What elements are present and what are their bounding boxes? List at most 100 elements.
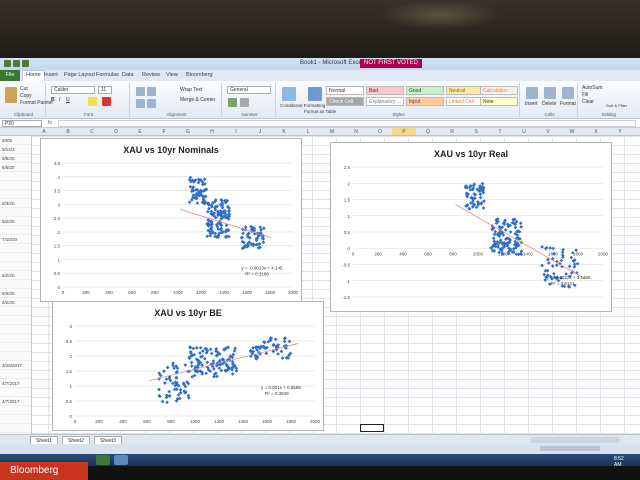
- row-header[interactable]: [0, 172, 31, 181]
- row-header[interactable]: [0, 262, 31, 271]
- tab-data[interactable]: Data: [122, 72, 134, 78]
- column-header-q[interactable]: Q: [426, 129, 430, 135]
- tab-view[interactable]: View: [166, 72, 178, 78]
- row-header[interactable]: 2005: [0, 136, 31, 145]
- column-header-n[interactable]: N: [354, 129, 358, 135]
- wrap-text-button[interactable]: Wrap Text: [180, 87, 203, 93]
- row-header[interactable]: [0, 280, 31, 289]
- bold-button[interactable]: B: [51, 97, 55, 103]
- quick-access-toolbar[interactable]: [4, 60, 44, 68]
- row-header[interactable]: [0, 253, 31, 262]
- row-header[interactable]: 9/2/20: [0, 217, 31, 226]
- name-box[interactable]: P20: [2, 120, 42, 127]
- row-header[interactable]: 7/10/20: [0, 235, 31, 244]
- column-header-h[interactable]: H: [210, 129, 214, 135]
- column-header-b[interactable]: B: [66, 129, 70, 135]
- font-name-select[interactable]: Calibri: [51, 86, 95, 94]
- row-header[interactable]: [0, 388, 31, 397]
- row-header[interactable]: 4/7/2017: [0, 397, 31, 406]
- column-header-j[interactable]: J: [258, 129, 262, 135]
- excel-taskbar-icon[interactable]: [96, 455, 110, 465]
- column-header-o[interactable]: O: [378, 129, 382, 135]
- paste-icon[interactable]: [5, 87, 17, 103]
- row-header[interactable]: [0, 316, 31, 325]
- style-explanatory[interactable]: Explanatory ...: [366, 97, 404, 106]
- column-header-f[interactable]: F: [162, 129, 166, 135]
- row-header[interactable]: [0, 190, 31, 199]
- row-header[interactable]: [0, 226, 31, 235]
- row-header[interactable]: [0, 325, 31, 334]
- column-header-a[interactable]: A: [42, 129, 46, 135]
- row-header[interactable]: [0, 181, 31, 190]
- tab-formulas[interactable]: Formulas: [96, 72, 119, 78]
- chart-xau-vs-10yr-real[interactable]: XAU vs 10yr Real -1.5 -1 -0.5 0 0.5 1 1.5 2 2.5 0…: [330, 142, 612, 312]
- delete-icon[interactable]: [544, 87, 556, 99]
- chart-xau-vs-10yr-nominals[interactable]: XAU vs 10yr Nominals 0 0.5 1 1.5 2 2.5 3 3.5 4 4.…: [40, 138, 302, 302]
- zoom-slider[interactable]: [540, 446, 600, 451]
- selected-cell[interactable]: [360, 424, 384, 432]
- column-header-s[interactable]: S: [474, 129, 478, 135]
- column-header-t[interactable]: T: [498, 129, 502, 135]
- app-taskbar-icon[interactable]: [114, 455, 128, 465]
- style-linked-cell[interactable]: Linked Cell: [446, 97, 484, 106]
- row-header[interactable]: [0, 406, 31, 415]
- horizontal-scrollbar[interactable]: [530, 437, 620, 443]
- row-header[interactable]: 8/9/20: [0, 289, 31, 298]
- font-size-select[interactable]: 11: [98, 86, 112, 94]
- tab-bloomberg[interactable]: Bloomberg: [186, 72, 213, 78]
- column-header-w[interactable]: W: [569, 129, 575, 135]
- column-header-i[interactable]: I: [235, 129, 237, 135]
- conditional-formatting-button[interactable]: Conditional Formatting: [280, 103, 326, 108]
- style-good[interactable]: Good: [406, 86, 444, 95]
- style-note[interactable]: Note: [480, 97, 518, 106]
- conditional-formatting-icon[interactable]: [282, 87, 296, 101]
- fill-color-icon[interactable]: [88, 97, 97, 106]
- row-header[interactable]: [0, 334, 31, 343]
- style-calculation[interactable]: Calculation: [480, 86, 518, 95]
- style-normal[interactable]: Normal: [326, 86, 364, 95]
- row-header[interactable]: [0, 415, 31, 424]
- insert-icon[interactable]: [526, 87, 538, 99]
- align-middle-icon[interactable]: [147, 87, 156, 96]
- delete-button[interactable]: Delete: [542, 101, 557, 107]
- tab-page-layout[interactable]: Page Layout: [64, 72, 95, 78]
- align-top-icon[interactable]: [136, 87, 145, 96]
- save-icon[interactable]: [13, 60, 20, 67]
- format-as-table-icon[interactable]: [308, 87, 322, 101]
- formula-input[interactable]: [58, 120, 636, 127]
- merge-center-button[interactable]: Merge & Center: [180, 97, 216, 103]
- copy-button[interactable]: Copy: [20, 93, 32, 99]
- row-header[interactable]: [0, 343, 31, 352]
- row-header[interactable]: 6/2/20: [0, 271, 31, 280]
- fx-icon[interactable]: fx: [48, 120, 52, 126]
- row-header[interactable]: [0, 424, 31, 433]
- column-header-u[interactable]: U: [522, 129, 526, 135]
- italic-button[interactable]: I: [59, 97, 61, 103]
- number-format-select[interactable]: General: [227, 86, 271, 94]
- row-header[interactable]: 8/3/20: [0, 199, 31, 208]
- column-header-d[interactable]: D: [114, 129, 118, 135]
- autosum-button[interactable]: AutoSum: [582, 85, 603, 91]
- insert-button[interactable]: Insert: [525, 101, 538, 107]
- row-header[interactable]: [0, 244, 31, 253]
- style-input[interactable]: Input: [406, 97, 444, 106]
- column-header-m[interactable]: M: [329, 129, 335, 135]
- currency-icon[interactable]: [228, 98, 237, 107]
- column-header-l[interactable]: L: [306, 129, 310, 135]
- format-as-table-button[interactable]: Format as Table: [304, 109, 337, 114]
- clear-button[interactable]: Clear: [582, 99, 594, 105]
- underline-button[interactable]: U: [66, 97, 70, 103]
- column-header-y[interactable]: Y: [618, 129, 622, 135]
- row-header[interactable]: 5/8/20: [0, 154, 31, 163]
- row-header[interactable]: 5/5/20: [0, 163, 31, 172]
- tab-insert[interactable]: Insert: [44, 72, 58, 78]
- column-header-x[interactable]: X: [594, 129, 598, 135]
- row-header[interactable]: [0, 208, 31, 217]
- percent-icon[interactable]: [240, 98, 249, 107]
- style-bad[interactable]: Bad: [366, 86, 404, 95]
- align-left-icon[interactable]: [136, 99, 145, 108]
- tab-file[interactable]: File: [0, 70, 20, 81]
- tab-review[interactable]: Review: [142, 72, 161, 78]
- cut-button[interactable]: Cut: [20, 86, 28, 92]
- row-header[interactable]: [0, 352, 31, 361]
